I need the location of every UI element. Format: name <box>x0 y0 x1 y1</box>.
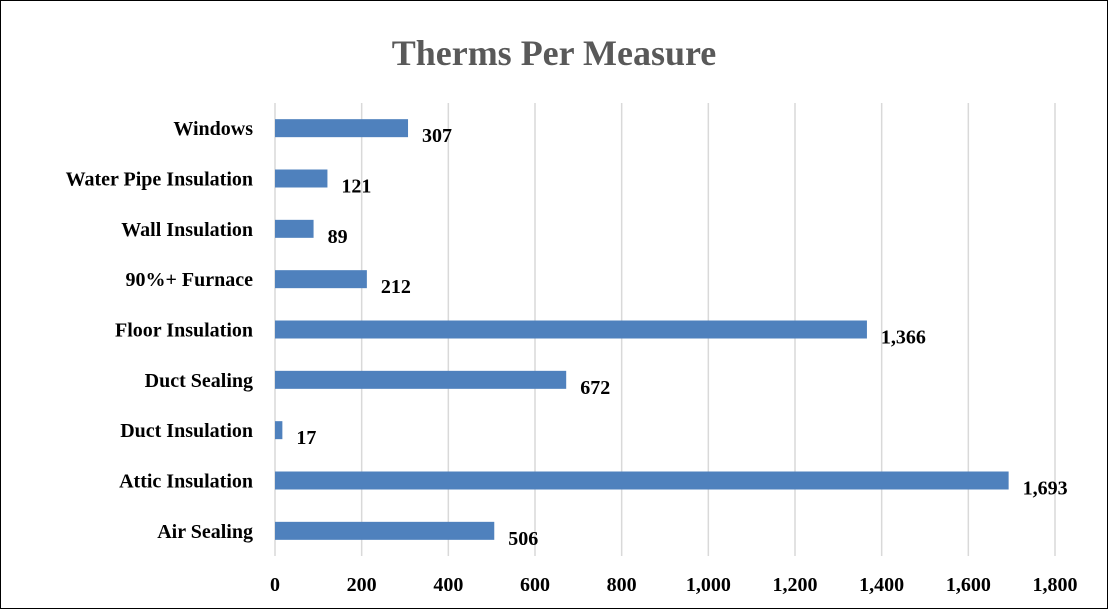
bar <box>275 320 867 339</box>
x-tick-label: 1,800 <box>1033 574 1078 596</box>
category-label: Water Pipe Insulation <box>66 169 253 191</box>
x-tick-label: 1,200 <box>773 574 818 596</box>
data-label: 1,366 <box>881 327 926 349</box>
x-tick-labels: 0 200 400 600 800 1,000 1,200 1,400 1,600 1,800 <box>270 574 1078 596</box>
data-label: 672 <box>580 377 610 399</box>
x-tick-label: 400 <box>433 574 463 596</box>
x-tick-label: 200 <box>347 574 377 596</box>
data-label: 212 <box>381 276 411 298</box>
chart-title: Therms Per Measure <box>392 33 717 73</box>
bar <box>275 370 567 389</box>
bar <box>275 421 283 440</box>
x-tick-label: 1,400 <box>859 574 904 596</box>
bar <box>275 471 1009 490</box>
category-label: Duct Sealing <box>145 370 253 392</box>
bar <box>275 521 495 540</box>
data-label: 1,693 <box>1023 478 1068 500</box>
x-tick-label: 1,000 <box>686 574 731 596</box>
category-label: Duct Insulation <box>120 420 253 442</box>
bar <box>275 219 314 238</box>
data-label: 17 <box>296 427 316 449</box>
category-label: Windows <box>173 118 253 140</box>
x-tick-label: 800 <box>607 574 637 596</box>
category-labels: Windows Water Pipe Insulation Wall Insulat… <box>66 118 254 543</box>
data-labels: 307 121 89 212 1,366 672 17 1,693 506 <box>296 125 1067 550</box>
data-label: 89 <box>328 226 348 248</box>
data-label: 121 <box>341 176 371 198</box>
data-label: 506 <box>508 528 538 550</box>
data-label: 307 <box>422 125 452 147</box>
category-label: Air Sealing <box>157 521 253 543</box>
bar <box>275 169 328 188</box>
bar <box>275 270 367 289</box>
x-tick-label: 600 <box>520 574 550 596</box>
category-label: 90%+ Furnace <box>126 269 254 291</box>
x-tick-label: 0 <box>270 574 280 596</box>
bar <box>275 119 409 138</box>
bars <box>275 119 1009 540</box>
x-tick-label: 1,600 <box>946 574 991 596</box>
category-label: Attic Insulation <box>119 471 253 493</box>
category-label: Wall Insulation <box>121 219 253 241</box>
category-label: Floor Insulation <box>115 320 253 342</box>
